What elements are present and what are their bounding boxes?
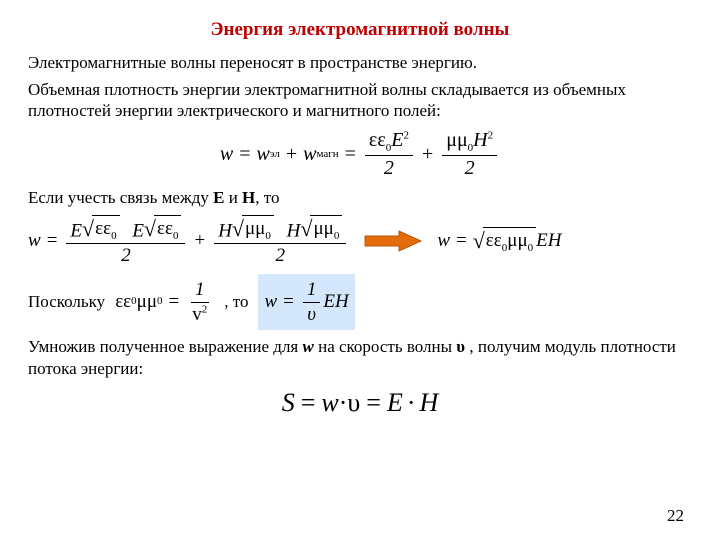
eq1-wel: w (256, 142, 269, 167)
den: 2 (461, 156, 479, 181)
eps: εε (157, 218, 173, 239)
eq2r-sqrt: √εε0μμ0 (473, 227, 536, 256)
eps: εε (369, 129, 386, 151)
mu: μμ (446, 129, 467, 151)
mu: μμ (313, 218, 333, 239)
den: 2 (380, 156, 398, 181)
txt: на скорость волны (314, 337, 456, 356)
txt: и (224, 188, 242, 207)
eq2-frac1: E√εε0 E√εε0 2 (66, 215, 185, 268)
equation-3-row: Поскольку εε0μμ0 = 1 v2 , то w = 1 υ EH (28, 274, 692, 331)
since-label: Поскольку (28, 291, 105, 312)
paragraph-relation: Если учесть связь между E и H, то (28, 187, 692, 208)
eq1-frac1: εε0E2 2 (365, 128, 413, 182)
den: 2 (272, 244, 290, 268)
mu: μμ (245, 218, 265, 239)
sub: 0 (157, 295, 163, 309)
equals: = (169, 290, 180, 314)
sub: 0 (173, 229, 179, 241)
equation-4: S = w· υ = E · H (28, 387, 692, 420)
eq1-wmag-sub: магн (316, 148, 338, 162)
sq: 2 (488, 129, 494, 141)
equation-1: w = wэл + wмагн = εε0E2 2 + μμ0H2 2 (28, 128, 692, 182)
num: 1 (191, 278, 209, 303)
eq1-wel-sub: эл (270, 148, 280, 162)
eps: εε (486, 230, 502, 251)
txt: , то (255, 188, 279, 207)
txt: Если учесть связь между (28, 188, 213, 207)
H-bold: H (242, 188, 255, 207)
paragraph-final: Умножив полученное выражение для w на ск… (28, 336, 692, 379)
eq1-lhs: w (220, 142, 233, 167)
H: H (287, 220, 301, 241)
eq3r-frac: 1 υ (303, 278, 321, 327)
eq1-frac2: μμ0H2 2 (442, 128, 497, 182)
S: S (282, 387, 295, 420)
equation-2: w = E√εε0 E√εε0 2 + H√μμ0 H√μμ0 2 w = √ε… (28, 215, 692, 268)
eps: εε (115, 290, 131, 314)
sq: 2 (202, 303, 208, 315)
plus: + (422, 142, 433, 167)
eps: εε (95, 218, 111, 239)
eq2-lhs: w (28, 229, 41, 253)
txt: Умножив полученное выражение для (28, 337, 303, 356)
num: 1 (303, 278, 321, 303)
v: υ (303, 303, 320, 327)
equals: = (47, 229, 58, 253)
eq1-wmag: w (303, 142, 316, 167)
H: H (473, 129, 487, 151)
E: E (132, 220, 144, 241)
then-label: , то (224, 291, 248, 312)
equals: = (366, 387, 381, 420)
equals: = (345, 142, 356, 167)
mu: μμ (507, 230, 527, 251)
EH: EH (323, 290, 348, 314)
H: H (420, 387, 439, 420)
page-number: 22 (667, 505, 684, 526)
paragraph-density: Объемная плотность энергии электромагнит… (28, 79, 692, 122)
sub: 0 (111, 229, 117, 241)
eq2-frac2: H√μμ0 H√μμ0 2 (214, 215, 346, 268)
equals: = (456, 229, 467, 253)
page-title: Энергия электромагнитной волны (28, 18, 692, 42)
mu: μμ (137, 290, 157, 314)
equals: = (301, 387, 316, 420)
eq2r-lhs: w (437, 229, 450, 253)
H: H (218, 220, 232, 241)
sub: 0 (334, 229, 340, 241)
sq: 2 (403, 129, 409, 141)
highlighted-eq: w = 1 υ EH (258, 274, 354, 331)
arrow-icon (363, 230, 423, 252)
v: v (192, 304, 202, 325)
E: E (70, 220, 82, 241)
equals: = (283, 290, 294, 314)
w: w (264, 290, 277, 314)
E: E (391, 129, 403, 151)
w: w (321, 387, 338, 420)
EH: EH (536, 229, 561, 253)
E-bold: E (213, 188, 224, 207)
paragraph-intro: Электромагнитные волны переносят в прост… (28, 52, 692, 73)
E: E (387, 387, 403, 420)
plus: + (194, 229, 205, 253)
sub: 0 (528, 242, 534, 254)
plus: + (286, 142, 297, 167)
w-bold: w (303, 337, 314, 356)
sub: 0 (265, 229, 271, 241)
v: υ (347, 387, 360, 420)
eq3-frac: 1 v2 (188, 278, 211, 327)
v-bold: υ (456, 337, 465, 356)
den: 2 (117, 244, 135, 268)
equals: = (239, 142, 250, 167)
